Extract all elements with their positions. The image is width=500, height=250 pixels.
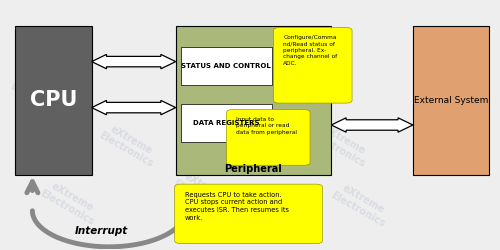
Polygon shape <box>92 54 176 69</box>
Text: Input data to
peripheral or read
data from peripheral: Input data to peripheral or read data fr… <box>236 117 298 135</box>
Polygon shape <box>332 118 413 132</box>
Text: eXtreme
Electronics: eXtreme Electronics <box>310 120 373 170</box>
Text: eXtreme
Electronics: eXtreme Electronics <box>38 178 101 226</box>
Text: eXtreme
Electronics: eXtreme Electronics <box>97 120 160 170</box>
FancyBboxPatch shape <box>174 184 322 244</box>
Text: eXtreme
Electronics: eXtreme Electronics <box>8 71 72 120</box>
Polygon shape <box>92 100 176 115</box>
Text: DATA REGISTERS: DATA REGISTERS <box>193 120 260 126</box>
Text: eXtreme
Electronics: eXtreme Electronics <box>230 71 294 120</box>
Text: eXtreme
Electronics: eXtreme Electronics <box>171 168 234 217</box>
Text: Requests CPU to take action.
CPU stops current action and
executes ISR. Then res: Requests CPU to take action. CPU stops c… <box>184 192 288 221</box>
Text: STATUS AND CONTROL: STATUS AND CONTROL <box>182 63 271 69</box>
FancyBboxPatch shape <box>274 28 352 103</box>
FancyBboxPatch shape <box>176 26 332 175</box>
FancyBboxPatch shape <box>180 47 272 85</box>
Text: External System: External System <box>414 96 488 105</box>
FancyBboxPatch shape <box>15 26 92 175</box>
FancyBboxPatch shape <box>413 26 490 175</box>
FancyBboxPatch shape <box>226 110 310 165</box>
FancyBboxPatch shape <box>180 104 272 142</box>
Text: CPU: CPU <box>30 90 77 110</box>
Text: Configure/Comma
nd/Read status of
peripheral. Ex-
change channel of
ADC.: Configure/Comma nd/Read status of periph… <box>284 35 338 66</box>
Text: eXtreme
Electronics: eXtreme Electronics <box>330 180 392 229</box>
Text: Peripheral: Peripheral <box>224 164 282 173</box>
Text: Interrupt: Interrupt <box>75 226 128 236</box>
